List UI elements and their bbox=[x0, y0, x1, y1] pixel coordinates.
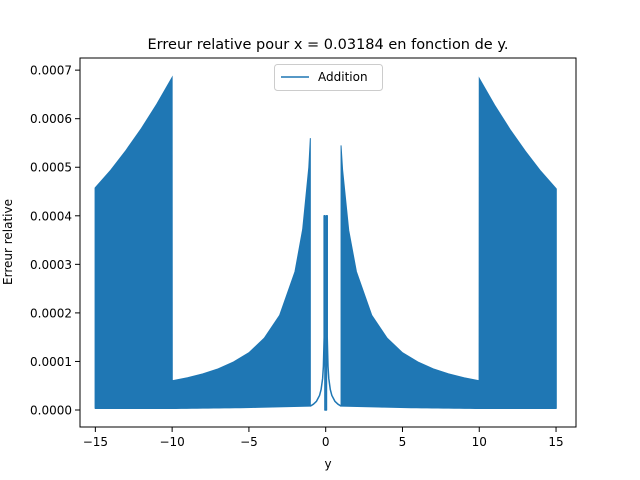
x-tick-label: 0 bbox=[322, 435, 330, 449]
series-addition-center-line bbox=[309, 215, 342, 411]
y-tick-label: 0.0006 bbox=[30, 112, 72, 126]
y-tick-label: 0.0004 bbox=[30, 209, 72, 223]
y-axis: 0.0000 0.0001 0.0002 0.0003 0.0004 0.0005 0.00… bbox=[30, 64, 80, 418]
y-tick-label: 0.0000 bbox=[30, 404, 72, 418]
y-tick-label: 0.0005 bbox=[30, 161, 72, 175]
x-tick-label: 10 bbox=[472, 435, 487, 449]
x-tick-label: −15 bbox=[83, 435, 108, 449]
legend: Addition bbox=[274, 64, 383, 91]
x-tick-label: 15 bbox=[548, 435, 563, 449]
y-tick-label: 0.0002 bbox=[30, 306, 72, 320]
chart-title: Erreur relative pour x = 0.03184 en fonc… bbox=[148, 37, 509, 53]
y-tick-label: 0.0003 bbox=[30, 258, 72, 272]
x-axis: −15 −10 −5 0 5 10 15 bbox=[83, 427, 564, 449]
x-tick-label: −5 bbox=[240, 435, 258, 449]
axes-frame bbox=[79, 57, 577, 428]
series-addition-band-right bbox=[340, 76, 557, 410]
x-tick-label: 5 bbox=[399, 435, 407, 449]
y-tick-label: 0.0007 bbox=[30, 64, 72, 78]
plot-area bbox=[94, 75, 557, 411]
legend-box bbox=[274, 64, 383, 91]
y-axis-label: Erreur relative bbox=[1, 199, 15, 285]
x-tick-label: −10 bbox=[159, 435, 184, 449]
y-tick-label: 0.0001 bbox=[30, 355, 72, 369]
x-axis-label: y bbox=[324, 457, 331, 471]
series-addition-band-left bbox=[94, 75, 311, 410]
legend-label-addition: Addition bbox=[318, 70, 368, 84]
